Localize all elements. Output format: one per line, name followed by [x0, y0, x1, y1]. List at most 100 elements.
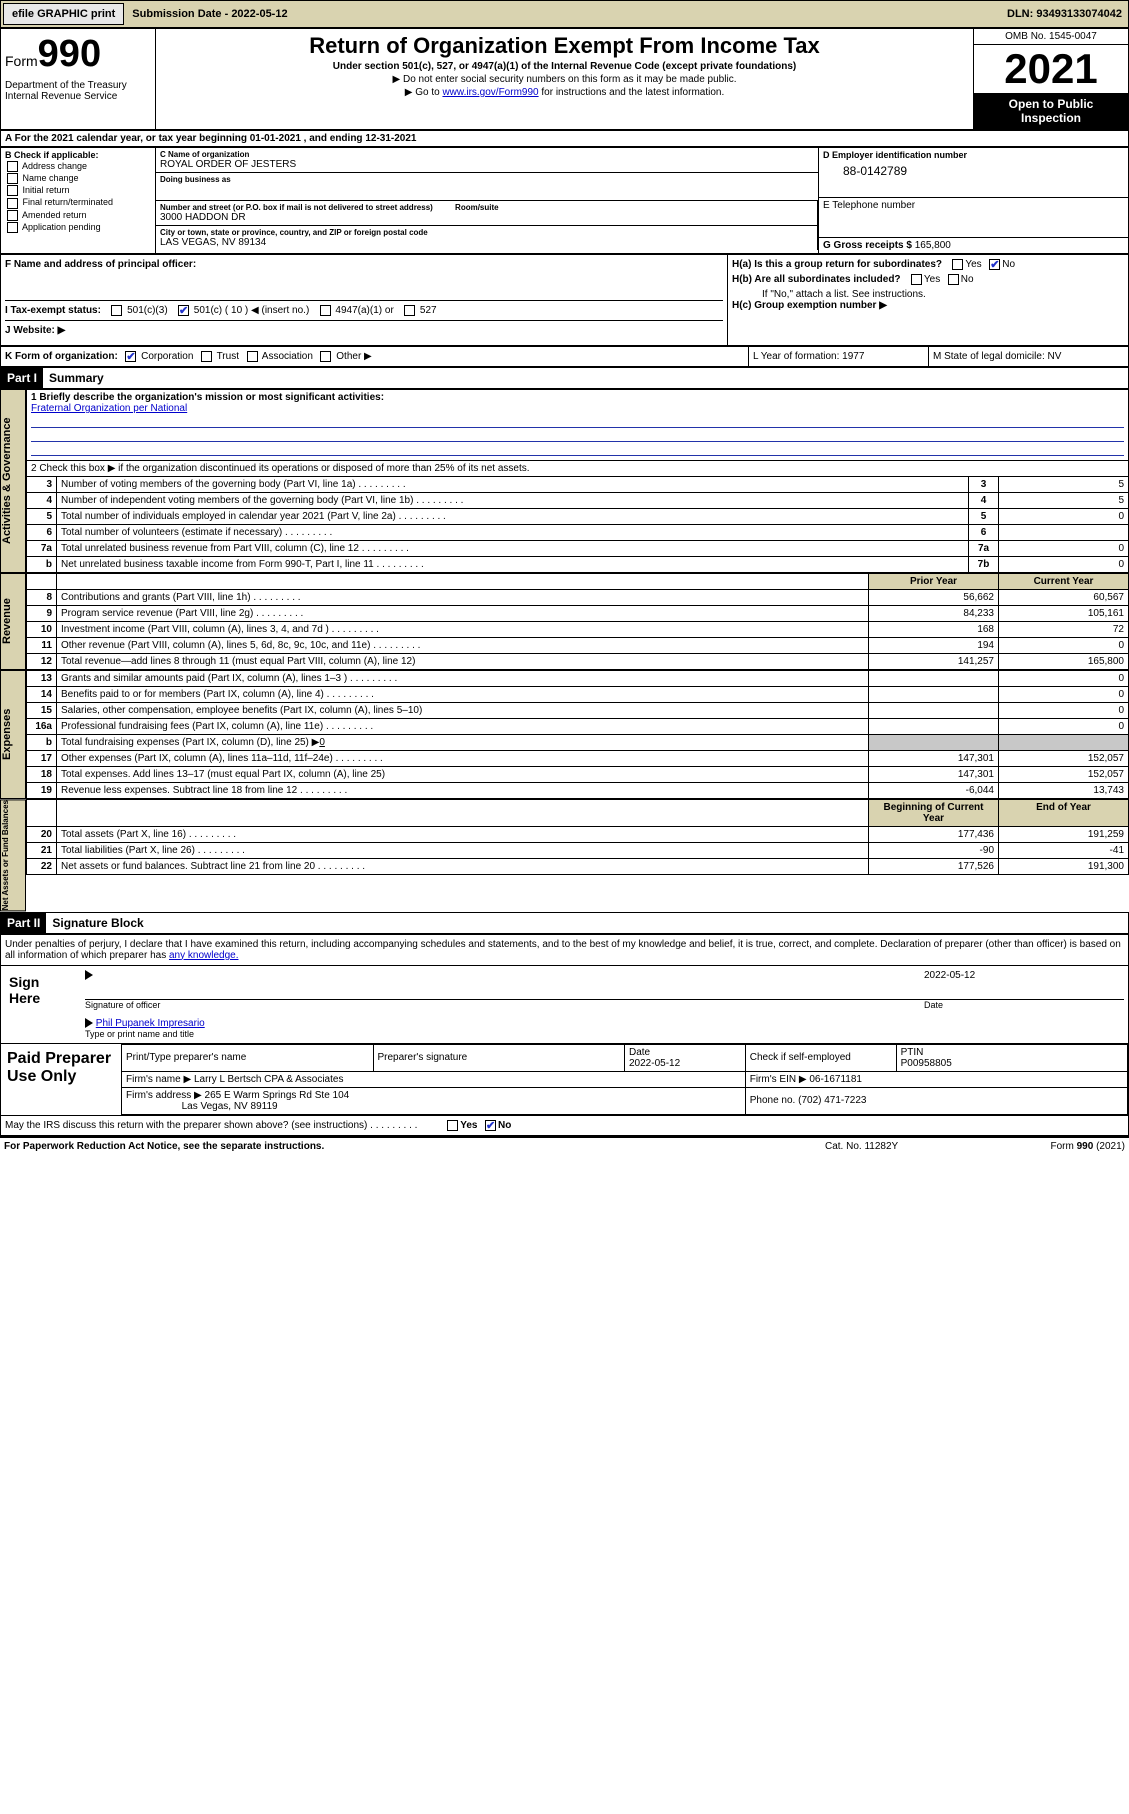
- c-label: C Name of organization: [160, 150, 814, 159]
- m-state: M State of legal domicile: NV: [928, 347, 1128, 366]
- efile-print-button[interactable]: efile GRAPHIC print: [3, 3, 124, 25]
- summary-exp-table: 13Grants and similar amounts paid (Part …: [26, 670, 1129, 799]
- chk-amended[interactable]: Amended return: [5, 210, 151, 221]
- note-ssn: ▶ Do not enter social security numbers o…: [160, 74, 969, 85]
- topbar: efile GRAPHIC print Submission Date - 20…: [0, 0, 1129, 28]
- prep-date-label: Date: [629, 1047, 650, 1058]
- hdr-current: Current Year: [999, 574, 1129, 590]
- k-trust[interactable]: Trust: [217, 351, 239, 362]
- exp-row-16b: bTotal fundraising expenses (Part IX, co…: [27, 735, 1129, 751]
- hdr-prior: Prior Year: [869, 574, 999, 590]
- prep-date: 2022-05-12: [629, 1058, 680, 1069]
- ha-no[interactable]: No: [1002, 259, 1015, 270]
- arrow-icon: [85, 970, 93, 980]
- sidelabel-revenue: Revenue: [0, 573, 26, 670]
- gov-row: 3Number of voting members of the governi…: [27, 477, 1129, 493]
- part2-hdr: Part II: [1, 913, 46, 933]
- part2-title: Signature Block: [46, 913, 149, 933]
- department: Department of the Treasury Internal Reve…: [5, 80, 151, 102]
- hb-label: H(b) Are all subordinates included?: [732, 274, 901, 285]
- hc-label: H(c) Group exemption number ▶: [732, 300, 887, 311]
- exp-row: 17Other expenses (Part IX, column (A), l…: [27, 751, 1129, 767]
- k-other[interactable]: Other ▶: [336, 351, 371, 362]
- hb-no[interactable]: No: [961, 274, 974, 285]
- chk-initial[interactable]: Initial return: [5, 185, 151, 196]
- chk-pending[interactable]: Application pending: [5, 222, 151, 233]
- part1-header: Part I Summary: [0, 367, 1129, 389]
- hb-yes[interactable]: Yes: [924, 274, 940, 285]
- k-corp[interactable]: Corporation: [141, 351, 193, 362]
- part1-hdr: Part I: [1, 368, 43, 388]
- ha-yes[interactable]: Yes: [965, 259, 981, 270]
- l-year: L Year of formation: 1977: [748, 347, 928, 366]
- hdr-begin: Beginning of Current Year: [869, 800, 999, 827]
- opt-501c[interactable]: 501(c) ( 10 ) ◀ (insert no.): [194, 305, 310, 316]
- chk-final[interactable]: Final return/terminated: [5, 197, 151, 208]
- note-post: for instructions and the latest informat…: [539, 87, 725, 98]
- may-irs: May the IRS discuss this return with the…: [5, 1120, 417, 1131]
- irs-link[interactable]: www.irs.gov/Form990: [442, 87, 538, 98]
- gov-row: 6Total number of volunteers (estimate if…: [27, 525, 1129, 541]
- rev-row: 10Investment income (Part VIII, column (…: [27, 622, 1129, 638]
- e-label: E Telephone number: [823, 200, 1124, 211]
- k-assoc[interactable]: Association: [262, 351, 313, 362]
- line1-label: 1 Briefly describe the organization's mi…: [31, 392, 384, 403]
- gov-row: 7aTotal unrelated business revenue from …: [27, 541, 1129, 557]
- firm-addr1: 265 E Warm Springs Rd Ste 104: [205, 1090, 350, 1101]
- exp-row: 15Salaries, other compensation, employee…: [27, 703, 1129, 719]
- type-name-label: Type or print name and title: [85, 1029, 1124, 1039]
- line1-val: Fraternal Organization per National: [31, 403, 187, 414]
- summary-net-table: Beginning of Current YearEnd of Year 20T…: [26, 799, 1129, 875]
- k-label: K Form of organization:: [5, 351, 118, 362]
- i-label: I Tax-exempt status:: [5, 305, 101, 316]
- form-prefix: Form: [5, 53, 38, 69]
- line2: 2 Check this box ▶ if the organization d…: [27, 461, 1129, 477]
- form-subtitle: Under section 501(c), 527, or 4947(a)(1)…: [160, 61, 969, 72]
- rev-row: 12Total revenue—add lines 8 through 11 (…: [27, 654, 1129, 670]
- chk-address[interactable]: Address change: [5, 161, 151, 172]
- officer-name: Phil Pupanek Impresario: [96, 1018, 205, 1029]
- chk-name[interactable]: Name change: [5, 173, 151, 184]
- form-990-number: 990: [38, 33, 101, 75]
- section-b: B Check if applicable: Address change Na…: [0, 147, 1129, 254]
- irs-no[interactable]: No: [498, 1120, 511, 1131]
- exp-row: 14Benefits paid to or for members (Part …: [27, 687, 1129, 703]
- k-row: K Form of organization: Corporation Trus…: [0, 346, 1129, 367]
- sidelabel-net: Net Assets or Fund Balances: [0, 799, 26, 911]
- firm-addr-label: Firm's address ▶: [126, 1090, 202, 1101]
- signature-section: Under penalties of perjury, I declare th…: [0, 934, 1129, 1136]
- footer: For Paperwork Reduction Act Notice, see …: [0, 1136, 1129, 1155]
- any-knowledge-link[interactable]: any knowledge.: [169, 950, 239, 961]
- fgh-row: F Name and address of principal officer:…: [0, 254, 1129, 346]
- firm-name: Larry L Bertsch CPA & Associates: [194, 1074, 344, 1085]
- rev-row: 11Other revenue (Part VIII, column (A), …: [27, 638, 1129, 654]
- check-self-employed[interactable]: Check if self-employed: [745, 1044, 896, 1071]
- opt-501c3[interactable]: 501(c)(3): [127, 305, 168, 316]
- net-row: 22Net assets or fund balances. Subtract …: [27, 859, 1129, 875]
- g-label: G Gross receipts $: [823, 240, 912, 251]
- firm-ein-label: Firm's EIN ▶: [750, 1074, 807, 1085]
- prep-sig-label: Preparer's signature: [373, 1044, 625, 1071]
- phone-label: Phone no.: [750, 1095, 796, 1106]
- form-title: Return of Organization Exempt From Incom…: [160, 33, 969, 59]
- opt-527[interactable]: 527: [420, 305, 437, 316]
- gov-row: 4Number of independent voting members of…: [27, 493, 1129, 509]
- net-row: 21Total liabilities (Part X, line 26)-90…: [27, 843, 1129, 859]
- org-name: ROYAL ORDER OF JESTERS: [160, 159, 814, 170]
- ein: 88-0142789: [823, 160, 1124, 182]
- ptin-label: PTIN: [901, 1047, 924, 1058]
- gov-row: bNet unrelated business taxable income f…: [27, 557, 1129, 573]
- phone: (702) 471-7223: [798, 1095, 866, 1106]
- note-pre: ▶ Go to: [405, 87, 443, 98]
- dln: DLN: 93493133074042: [1001, 4, 1128, 24]
- irs-yes[interactable]: Yes: [460, 1120, 477, 1131]
- opt-4947[interactable]: 4947(a)(1) or: [335, 305, 393, 316]
- rev-row: 9Program service revenue (Part VIII, lin…: [27, 606, 1129, 622]
- addr-label: Number and street (or P.O. box if mail i…: [160, 203, 433, 212]
- paid-preparer-label: Paid Preparer Use Only: [1, 1044, 121, 1115]
- form-header: Form990 Department of the Treasury Inter…: [0, 28, 1129, 130]
- summary-rev-table: Prior YearCurrent Year 8Contributions an…: [26, 573, 1129, 670]
- firm-addr2: Las Vegas, NV 89119: [182, 1101, 278, 1112]
- net-row: 20Total assets (Part X, line 16)177,4361…: [27, 827, 1129, 843]
- hdr-end: End of Year: [999, 800, 1129, 827]
